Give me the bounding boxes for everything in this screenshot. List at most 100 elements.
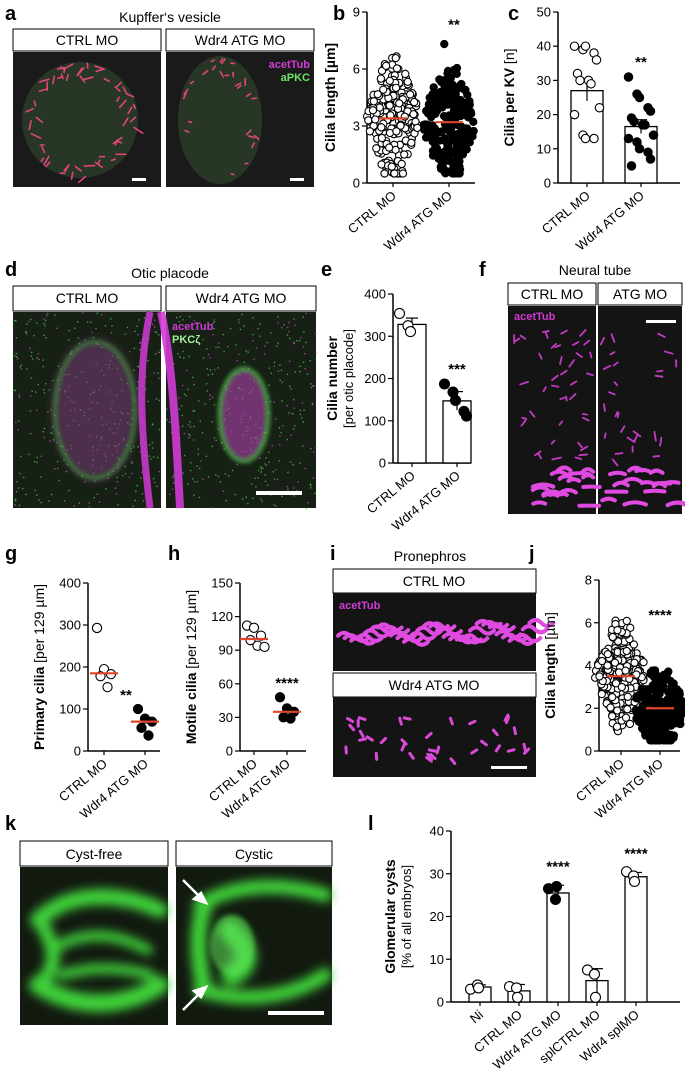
speckle — [78, 342, 81, 345]
data-point — [460, 410, 473, 422]
cilium-mark — [527, 617, 556, 628]
speckle — [253, 358, 255, 360]
cilium-mark — [580, 445, 589, 452]
speckle — [265, 464, 268, 466]
data-point — [419, 121, 429, 130]
speckle — [213, 319, 215, 321]
speckle — [37, 383, 39, 386]
speckle — [139, 342, 141, 344]
speckle — [188, 315, 191, 318]
chart-g: g 0 100 200 300 400 Primary cilia [per 129 µm]… — [5, 543, 160, 821]
data-point — [438, 378, 451, 390]
speckle — [217, 428, 220, 430]
cilium-mark — [633, 433, 639, 442]
data-point — [630, 658, 639, 667]
speckle — [281, 495, 283, 498]
data-point — [393, 307, 406, 319]
cilium-mark — [611, 458, 619, 467]
data-point — [453, 162, 462, 172]
speckle — [273, 504, 275, 506]
speckle — [189, 469, 192, 472]
cilium-mark — [117, 140, 123, 144]
speckle — [260, 498, 262, 500]
speckle — [50, 432, 53, 434]
speckle — [223, 350, 225, 353]
speckle — [275, 468, 277, 471]
speckle — [209, 369, 212, 371]
speckle — [312, 451, 315, 453]
glom-header-cystic: Cystic — [235, 846, 273, 862]
cilium-mark — [574, 456, 583, 460]
cilium-mark — [38, 78, 50, 83]
data-point — [626, 161, 637, 171]
speckle — [289, 337, 291, 340]
data-point — [398, 169, 408, 178]
data-point — [648, 130, 659, 140]
data-point — [675, 711, 685, 720]
data-point — [591, 55, 602, 65]
speckle — [53, 468, 56, 470]
data-point — [245, 634, 256, 646]
cilium-mark — [534, 450, 542, 457]
speckle — [96, 312, 98, 315]
y-axis-label: Cilia per KV [n] — [501, 48, 517, 146]
cilium-mark — [449, 757, 457, 765]
speckle — [92, 336, 95, 339]
data-point — [634, 92, 645, 103]
cilium-mark — [382, 625, 411, 636]
y-axis-label: Motile cilia [per 129 µm] — [183, 590, 199, 744]
speckle — [179, 356, 181, 358]
data-point — [423, 109, 433, 118]
cilium-mark — [538, 352, 543, 360]
data-point — [443, 66, 453, 76]
speckle — [157, 456, 159, 459]
speckle — [252, 340, 254, 342]
speckle — [42, 359, 44, 361]
y-axis-unit: [per otic placode] — [341, 329, 356, 428]
speckle — [14, 389, 17, 392]
cilium-mark — [614, 411, 619, 418]
y-tick-label: 0 — [585, 744, 592, 759]
speckle — [288, 330, 290, 333]
speckle — [257, 469, 260, 472]
speckle — [104, 325, 107, 327]
data-point — [438, 160, 447, 169]
panel-d-title: Otic placode — [131, 265, 209, 281]
motile-cilium-mark — [664, 480, 681, 485]
speckle — [302, 445, 304, 447]
cilium-mark — [612, 361, 619, 367]
speckle — [242, 498, 244, 500]
cilium-mark — [586, 372, 594, 377]
speckle — [278, 460, 280, 462]
speckle — [152, 477, 155, 480]
speckle — [191, 478, 194, 480]
cilium-mark — [408, 751, 415, 760]
data-point — [472, 982, 485, 994]
speckle — [215, 346, 217, 349]
speckle — [18, 487, 20, 489]
speckle — [309, 360, 311, 362]
cilium-mark — [579, 329, 587, 337]
data-point — [406, 90, 415, 99]
data-point — [372, 144, 381, 153]
data-point — [662, 695, 672, 704]
cilium-mark — [133, 126, 144, 134]
speckle — [199, 420, 201, 422]
speckle — [213, 327, 215, 330]
y-tick-label: 0 — [437, 995, 444, 1010]
speckle — [14, 504, 16, 506]
kv-stain-acettub: acetTub — [269, 59, 311, 71]
y-axis-label: Cilia length [µm] — [542, 612, 558, 719]
speckle — [211, 420, 213, 423]
x-tick-label: CTRL MO — [539, 188, 593, 237]
kv-cilia-ctrl — [25, 62, 144, 184]
cilium-mark — [40, 157, 45, 163]
cilium-mark — [187, 120, 193, 124]
cilium-mark — [110, 158, 116, 162]
speckle — [183, 357, 185, 359]
speckle — [262, 467, 264, 469]
speckle — [257, 327, 259, 330]
speckle — [252, 317, 254, 319]
speckle — [139, 451, 142, 453]
speckle — [193, 383, 195, 386]
